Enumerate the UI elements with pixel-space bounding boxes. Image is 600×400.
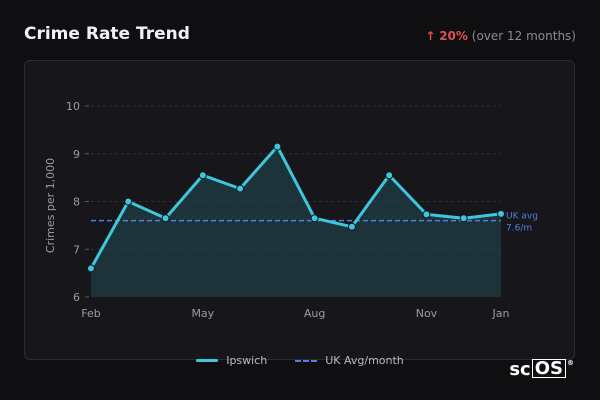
x-tick-label: Nov xyxy=(416,307,438,320)
legend-item-uk-avg[interactable]: UK Avg/month xyxy=(295,354,404,367)
y-tick-label: 8 xyxy=(73,196,80,209)
reference-line-label: UK avg xyxy=(506,212,538,222)
legend-item-ipswich[interactable]: Ipswich xyxy=(196,354,267,367)
legend-label-ipswich: Ipswich xyxy=(226,354,268,367)
logo-registered-mark: ® xyxy=(567,359,574,367)
series-line-ipswich xyxy=(89,145,503,270)
data-point xyxy=(273,142,282,151)
reference-line-label: 7.6/m xyxy=(506,224,532,234)
data-point xyxy=(87,264,95,273)
legend-label-uk-avg: UK Avg/month xyxy=(325,354,404,367)
data-point xyxy=(497,209,505,218)
y-axis-label: Crimes per 1,000 xyxy=(44,158,57,253)
data-point xyxy=(385,171,394,180)
data-point xyxy=(459,214,468,223)
data-point xyxy=(422,210,431,219)
change-summary: ↑ 20% (over 12 months) xyxy=(425,29,576,43)
x-tick-label: Feb xyxy=(81,307,100,320)
data-point xyxy=(161,214,170,223)
scos-logo: sc OS ® xyxy=(509,359,574,380)
y-tick-label: 9 xyxy=(73,148,80,161)
data-point xyxy=(310,214,319,223)
y-tick-label: 10 xyxy=(66,100,80,113)
change-percent: 20% xyxy=(439,29,468,43)
series-area-ipswich xyxy=(91,146,501,297)
data-point xyxy=(236,184,245,193)
logo-os: OS xyxy=(531,359,566,378)
data-point xyxy=(198,171,207,180)
data-point xyxy=(347,222,356,231)
chart-title: Crime Rate Trend xyxy=(24,24,190,44)
chart-legend: Ipswich UK Avg/month xyxy=(0,354,600,367)
legend-swatch-ipswich xyxy=(196,359,219,362)
logo-sc: sc xyxy=(509,359,531,380)
x-tick-label: Aug xyxy=(304,307,325,320)
x-tick-label: May xyxy=(191,307,214,320)
change-note: (over 12 months) xyxy=(471,29,576,43)
data-point xyxy=(124,197,133,206)
x-tick-label: Jan xyxy=(492,307,510,320)
y-tick-label: 7 xyxy=(73,243,80,256)
up-arrow-icon: ↑ xyxy=(425,29,436,43)
y-tick-label: 6 xyxy=(73,291,80,304)
legend-swatch-uk-avg xyxy=(295,359,318,362)
